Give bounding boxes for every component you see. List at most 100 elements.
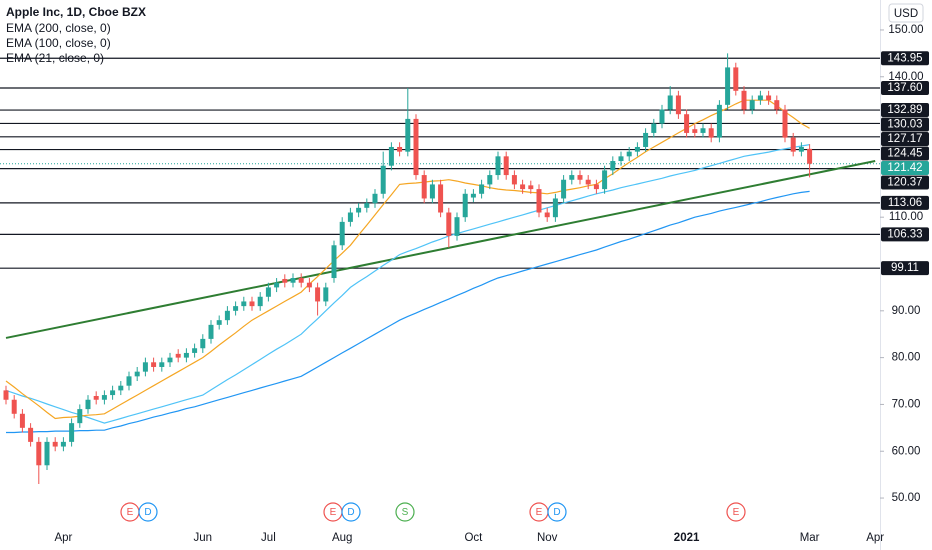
price-label-bg bbox=[881, 195, 929, 210]
legend-entry: EMA (200, close, 0) bbox=[6, 21, 111, 35]
candle-body bbox=[93, 396, 99, 400]
candle-body bbox=[626, 151, 632, 157]
x-tick-label: Apr bbox=[866, 532, 884, 544]
candle-body bbox=[11, 399, 17, 414]
candle-body bbox=[610, 161, 616, 171]
x-tick-label: Jul bbox=[261, 532, 276, 544]
plot-area bbox=[0, 53, 880, 484]
candle-body bbox=[569, 175, 575, 180]
y-tick-label: 70.00 bbox=[892, 398, 921, 410]
candle-body bbox=[265, 287, 271, 297]
price-label-bg bbox=[881, 161, 929, 176]
y-tick-label: 150.00 bbox=[888, 24, 923, 36]
candle-body bbox=[643, 132, 649, 147]
x-tick-label: Apr bbox=[54, 532, 72, 544]
price-label: 143.95 bbox=[887, 52, 922, 64]
candle-body bbox=[520, 184, 526, 190]
candle-body bbox=[511, 175, 517, 185]
candle-body bbox=[757, 95, 763, 101]
candle-body bbox=[741, 90, 747, 110]
candle-body bbox=[421, 175, 427, 199]
currency: USD bbox=[894, 8, 918, 20]
ema-line bbox=[6, 190, 810, 434]
candle-body bbox=[659, 109, 665, 124]
candle-body bbox=[585, 179, 591, 185]
candle-body bbox=[183, 352, 189, 358]
candle-body bbox=[167, 357, 173, 363]
candle-body bbox=[388, 146, 394, 166]
candle-body bbox=[454, 217, 460, 236]
y-tick-label: 140.00 bbox=[888, 71, 923, 83]
candle-body bbox=[667, 95, 673, 110]
candle-body bbox=[397, 146, 403, 152]
candle-body bbox=[479, 184, 485, 194]
candle-body bbox=[602, 170, 608, 190]
price-label: 120.37 bbox=[887, 177, 922, 189]
price-label-bg bbox=[881, 51, 929, 66]
candle-body bbox=[339, 221, 345, 246]
x-tick-label: Mar bbox=[800, 532, 820, 544]
candle-body bbox=[290, 278, 296, 283]
event-label: E bbox=[536, 507, 543, 518]
candle-body bbox=[175, 353, 181, 358]
candle-body bbox=[462, 193, 468, 218]
currency-box[interactable] bbox=[888, 3, 924, 23]
candle-body bbox=[708, 128, 714, 138]
candle-body bbox=[446, 212, 452, 236]
price-label-bg bbox=[881, 146, 929, 161]
candle-body bbox=[200, 338, 206, 349]
candle-body bbox=[315, 287, 321, 302]
candle-body bbox=[323, 287, 329, 302]
candle-body bbox=[159, 362, 165, 367]
price-label: 106.33 bbox=[887, 228, 922, 240]
candle-body bbox=[331, 245, 337, 279]
candle-body bbox=[126, 376, 132, 386]
event-marker[interactable] bbox=[547, 502, 567, 522]
x-tick-label: 2021 bbox=[674, 532, 700, 544]
y-tick-label: 110.00 bbox=[889, 211, 923, 223]
candle-body bbox=[380, 165, 386, 194]
candle-body bbox=[298, 278, 304, 283]
candle-body bbox=[774, 100, 780, 110]
price-label-bg bbox=[881, 117, 929, 132]
candle-body bbox=[684, 114, 690, 133]
y-tick-label: 80.00 bbox=[892, 352, 921, 364]
candle-body bbox=[429, 184, 435, 199]
candle-body bbox=[192, 348, 198, 353]
candle-body bbox=[3, 390, 9, 400]
event-label: D bbox=[553, 507, 560, 518]
candle-body bbox=[749, 100, 755, 110]
price-label-bg bbox=[881, 103, 929, 118]
event-label: D bbox=[347, 507, 354, 518]
candle-body bbox=[52, 441, 58, 447]
candle-body bbox=[142, 362, 148, 372]
price-label: 99.11 bbox=[891, 262, 919, 274]
event-marker[interactable] bbox=[138, 502, 158, 522]
candle-body bbox=[725, 67, 731, 105]
event-label: D bbox=[144, 507, 151, 518]
price-label: 124.45 bbox=[887, 148, 922, 160]
candle-body bbox=[782, 109, 788, 138]
candle-body bbox=[528, 185, 534, 190]
candle-body bbox=[257, 296, 263, 307]
candle-body bbox=[151, 362, 157, 367]
candle-body bbox=[110, 390, 116, 396]
candle-body bbox=[495, 156, 501, 176]
y-tick-label: 90.00 bbox=[892, 305, 921, 317]
candle-body bbox=[28, 427, 34, 442]
candle-body bbox=[807, 148, 813, 164]
event-marker[interactable] bbox=[395, 502, 415, 522]
ema-line bbox=[5, 99, 810, 420]
y-tick-label: 60.00 bbox=[892, 445, 921, 457]
price-label-bg bbox=[881, 132, 929, 147]
legend-entry: EMA (21, close, 0) bbox=[6, 51, 104, 65]
event-label: E bbox=[330, 507, 337, 518]
price-label: 130.03 bbox=[887, 119, 922, 131]
event-marker[interactable] bbox=[341, 502, 361, 522]
candle-body bbox=[364, 203, 370, 208]
candle-body bbox=[544, 212, 550, 218]
event-marker[interactable] bbox=[726, 502, 746, 522]
candle-body bbox=[766, 95, 772, 101]
